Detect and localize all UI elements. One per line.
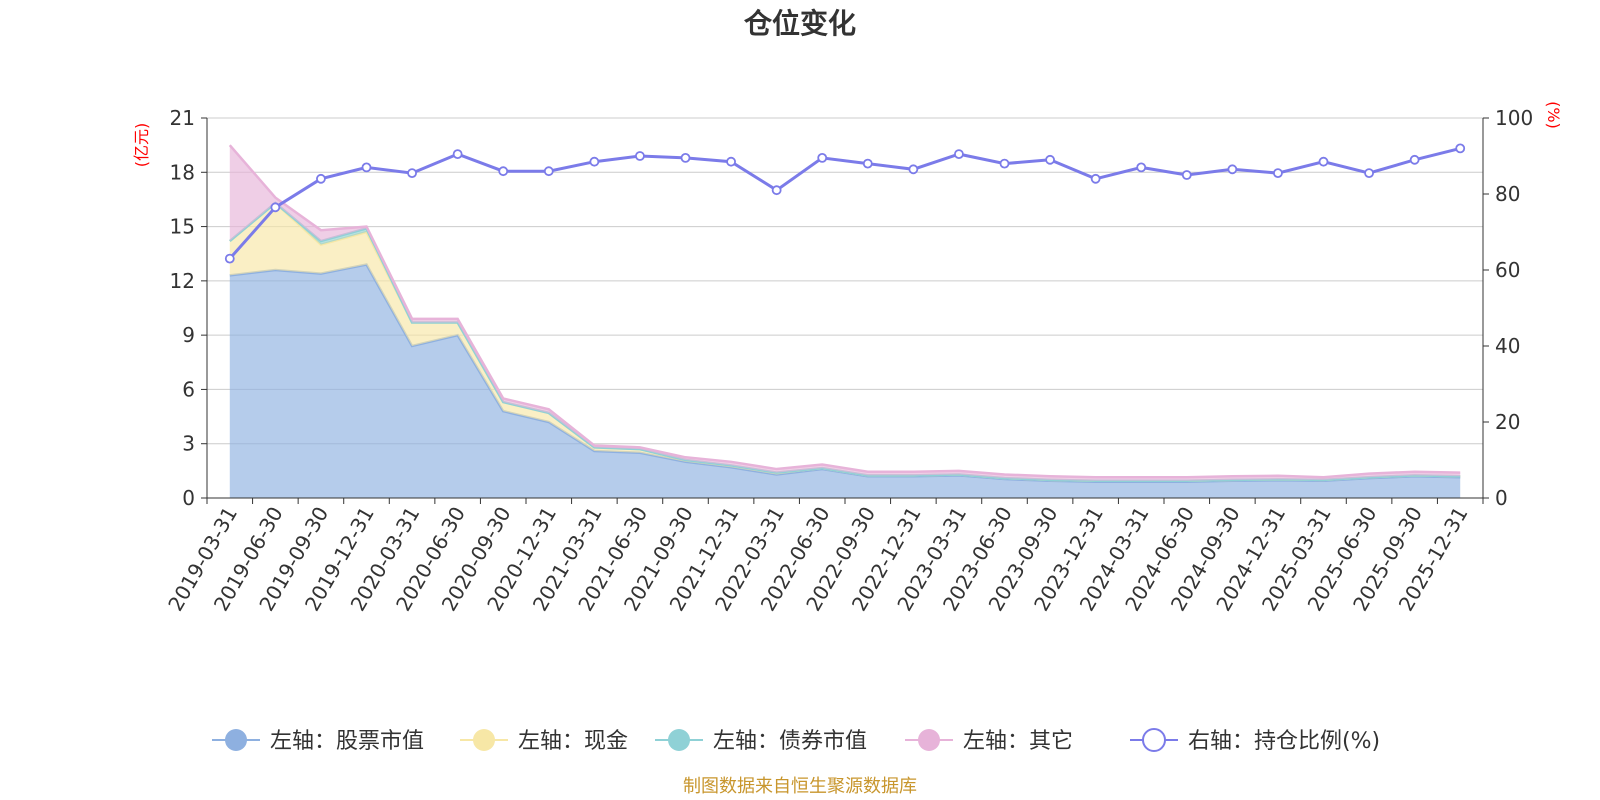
- holding-ratio-path: [228, 146, 1461, 260]
- holding-ratio-point: [316, 173, 326, 184]
- holding-ratio-point: [908, 164, 919, 175]
- holding-ratio-point: [1273, 168, 1283, 179]
- legend: 左轴：股票市值 左轴：现金 左轴：债券市值 左轴：其它 右轴：持仓比例(%): [212, 728, 1380, 754]
- holding-ratio-point: [361, 162, 372, 173]
- holding-ratio-point: [270, 202, 281, 213]
- holding-ratio-point: [498, 166, 509, 177]
- left-axis-tick-label: 18: [170, 160, 195, 184]
- legend-marker-4: [1142, 728, 1166, 752]
- holding-ratio-line: [224, 143, 1466, 264]
- legend-label-0: 左轴：股票市值: [270, 729, 424, 754]
- area-series-0: [229, 264, 1461, 498]
- left-axis-tick-label: 12: [170, 269, 195, 293]
- holding-ratio-point: [407, 168, 417, 179]
- holding-ratio-point: [862, 158, 873, 169]
- holding-ratio-point: [1455, 143, 1466, 154]
- stacked-areas: [228, 144, 1461, 498]
- holding-ratio-point: [452, 149, 463, 160]
- holding-ratio-point: [1090, 173, 1101, 184]
- holding-ratio-point: [635, 151, 645, 161]
- left-axis-tick-label: 6: [182, 377, 195, 401]
- legend-label-3: 左轴：其它: [963, 729, 1073, 754]
- holding-ratio-point: [726, 156, 736, 167]
- area-series-edge-3: [228, 144, 1461, 479]
- legend-label-1: 左轴：现金: [518, 729, 628, 754]
- right-axis-tick-label: 100: [1495, 106, 1533, 130]
- left-axis-unit: (亿元): [132, 123, 151, 168]
- legend-marker-0: [225, 729, 247, 751]
- legend-label-4: 右轴：持仓比例(%): [1188, 729, 1380, 754]
- holding-ratio-point: [1227, 164, 1238, 175]
- holding-ratio-point: [1318, 156, 1329, 167]
- holding-ratio-point: [771, 185, 782, 196]
- area-series-1: [229, 203, 1461, 482]
- right-axis-tick-label: 20: [1495, 410, 1520, 434]
- left-axis-tick-label: 3: [182, 432, 195, 456]
- holding-ratio-point: [589, 156, 600, 167]
- legend-label-2: 左轴：债券市值: [713, 729, 867, 754]
- holding-ratio-point: [543, 166, 554, 177]
- data-source-note: 制图数据来自恒生聚源数据库: [683, 776, 917, 797]
- legend-marker-2: [668, 729, 690, 751]
- holding-ratio-point: [999, 158, 1010, 169]
- holding-ratio-point: [1136, 162, 1147, 173]
- left-axis-tick-label: 0: [182, 486, 195, 510]
- holding-ratio-point: [1409, 154, 1420, 165]
- holding-ratio-point: [1181, 170, 1192, 180]
- right-axis-tick-label: 0: [1495, 486, 1508, 510]
- legend-marker-3: [918, 729, 940, 751]
- holding-ratio-point: [680, 152, 691, 163]
- right-axis-unit: (%): [1544, 101, 1563, 129]
- right-axis-tick-label: 80: [1495, 182, 1520, 206]
- holding-ratio-point: [224, 253, 235, 264]
- right-axis-tick-label: 40: [1495, 334, 1520, 358]
- left-axis-tick-label: 15: [170, 215, 195, 239]
- holding-ratio-point: [1364, 168, 1374, 179]
- right-axis-tick-label: 60: [1495, 258, 1520, 282]
- chart-title: 仓位变化: [744, 7, 856, 40]
- holding-ratio-point: [954, 149, 964, 160]
- left-axis-tick-label: 9: [182, 323, 195, 347]
- legend-marker-1: [473, 729, 495, 751]
- holding-ratio-point: [817, 152, 828, 163]
- holding-ratio-point: [1045, 154, 1055, 165]
- left-axis-tick-label: 21: [170, 106, 195, 130]
